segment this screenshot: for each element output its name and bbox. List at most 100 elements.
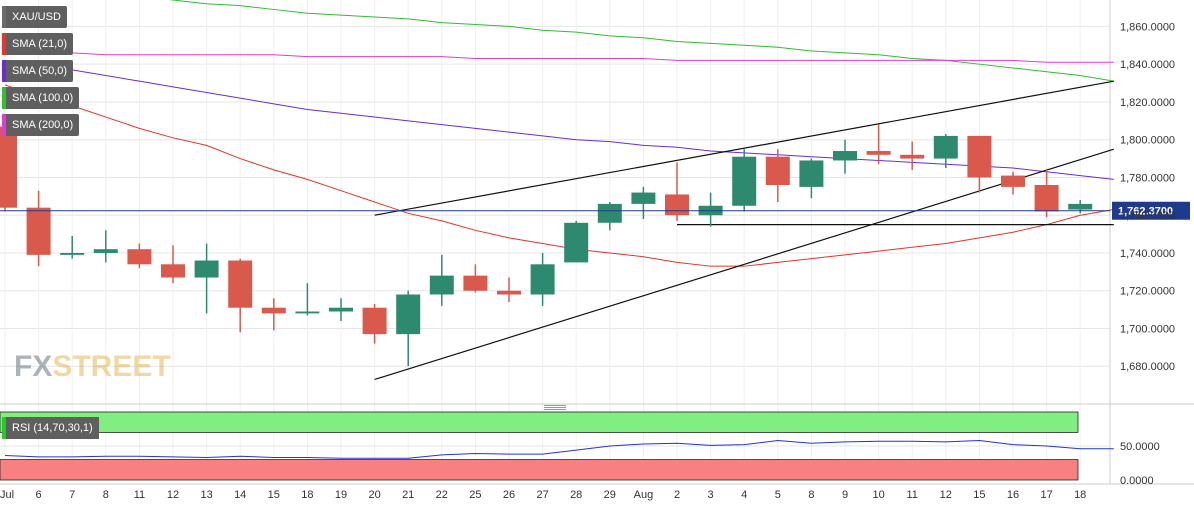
candle (362, 303, 387, 344)
candle (799, 158, 824, 199)
candle (161, 245, 185, 284)
candle (497, 277, 521, 303)
x-tick-label: 21 (402, 489, 414, 501)
rsi-overbought-zone (0, 411, 1079, 433)
x-tick-label: 3 (708, 489, 714, 501)
candle-body (60, 252, 85, 255)
legend-sma50-swatch (2, 60, 6, 82)
candle-body (1034, 185, 1059, 212)
legend-sma100[interactable]: SMA (100,0) (2, 87, 102, 109)
candle (228, 258, 253, 333)
x-tick-label: 11 (906, 489, 917, 501)
candle-body (161, 264, 185, 278)
candle-body (665, 194, 689, 216)
candle-body (26, 207, 51, 255)
x-tick-label: 9 (842, 489, 848, 501)
legend-sma21[interactable]: SMA (21,0) (2, 33, 102, 55)
legend-sma200[interactable]: SMA (200,0) (2, 114, 102, 136)
x-tick-label: 28 (570, 489, 582, 501)
x-tick-label: 8 (103, 489, 109, 501)
candle (1001, 171, 1025, 195)
candle (967, 135, 992, 193)
candle (329, 298, 353, 321)
candle-body (93, 249, 118, 253)
legend: XAU/USD SMA (21,0) SMA (50,0) SMA (100,0… (2, 6, 102, 141)
candle (765, 149, 790, 202)
candle (60, 235, 85, 259)
candle (597, 202, 622, 231)
legend-sma100-swatch (2, 87, 6, 109)
legend-sma100-label: SMA (100,0) (6, 87, 80, 109)
rsi-line (4, 440, 1114, 459)
legend-sma50-label: SMA (50,0) (6, 60, 74, 82)
x-tick-label: 2 (674, 489, 680, 501)
y-tick-label: 1,740.0000 (1120, 248, 1175, 260)
candle-body (933, 135, 958, 159)
candle-body (127, 249, 152, 265)
x-tick-label: 15 (973, 489, 985, 501)
y-tick-label: 1,840.0000 (1120, 59, 1175, 71)
rsi-y-tick-label: 0.0000 (1120, 475, 1154, 487)
legend-sma21-label: SMA (21,0) (6, 33, 74, 55)
candle-body (194, 260, 219, 278)
candle-body (564, 222, 589, 263)
legend-symbol[interactable]: XAU/USD (2, 6, 102, 28)
candle-body (765, 156, 790, 186)
y-tick-label: 1,760.0000 (1120, 210, 1175, 222)
x-tick-label: 12 (940, 489, 952, 501)
candle-body (530, 264, 555, 295)
candle (866, 124, 891, 165)
candle-body (900, 154, 925, 159)
y-tick-label: 1,720.0000 (1120, 286, 1175, 298)
sma-50-line (4, 59, 1114, 180)
y-tick-label: 1,800.0000 (1120, 135, 1175, 147)
x-tick-label: 16 (1007, 489, 1019, 501)
candle-body (261, 307, 286, 314)
x-tick-label: 26 (503, 489, 515, 501)
candle (900, 141, 925, 170)
x-tick-label: 17 (1040, 489, 1052, 501)
rsi-legend-label: RSI (14,70,30,1) (6, 417, 99, 439)
candle-body (799, 160, 824, 187)
x-tick-label: 29 (604, 489, 616, 501)
x-tick-label: 18 (301, 489, 313, 501)
y-tick-label: 1,860.0000 (1120, 21, 1175, 33)
x-tick-label: Jul (0, 489, 14, 501)
sma-200-line (5, 52, 1114, 63)
x-tick-label: 18 (1074, 489, 1086, 501)
candle (261, 298, 286, 331)
legend-symbol-label: XAU/USD (6, 6, 67, 28)
fxstreet-logo: FXSTREET (14, 350, 171, 383)
rsi-legend[interactable]: RSI (14,70,30,1) (2, 417, 99, 439)
candle (1034, 169, 1059, 218)
candle-body (967, 135, 992, 178)
y-tick-label: 1,680.0000 (1120, 361, 1175, 373)
candle-body (597, 203, 622, 223)
last-price-label: 1,762.3700 (1118, 206, 1173, 218)
y-tick-label: 1,700.0000 (1120, 323, 1175, 335)
candle (127, 243, 152, 269)
rsi-legend-swatch (2, 417, 6, 439)
candle-body (295, 311, 320, 314)
price-pane (0, 0, 1110, 404)
x-tick-label: 19 (335, 489, 347, 501)
candle (194, 243, 219, 314)
legend-sma50[interactable]: SMA (50,0) (2, 60, 102, 82)
x-tick-label: 4 (741, 489, 747, 501)
candle-body (833, 151, 857, 161)
x-tick-label: 8 (808, 489, 814, 501)
candle-body (463, 275, 488, 291)
x-tick-label: 25 (469, 489, 481, 501)
pane-resize-handle[interactable] (544, 405, 566, 411)
candle-body (396, 294, 421, 335)
x-tick-label: 7 (69, 489, 75, 501)
x-tick-label: 13 (200, 489, 212, 501)
candle-body (0, 126, 17, 208)
candle (26, 190, 51, 267)
candle-body (497, 290, 521, 295)
legend-sma21-swatch (2, 33, 6, 55)
y-tick-label: 1,780.0000 (1120, 172, 1175, 184)
candle-body (429, 275, 454, 295)
candle (429, 254, 454, 306)
